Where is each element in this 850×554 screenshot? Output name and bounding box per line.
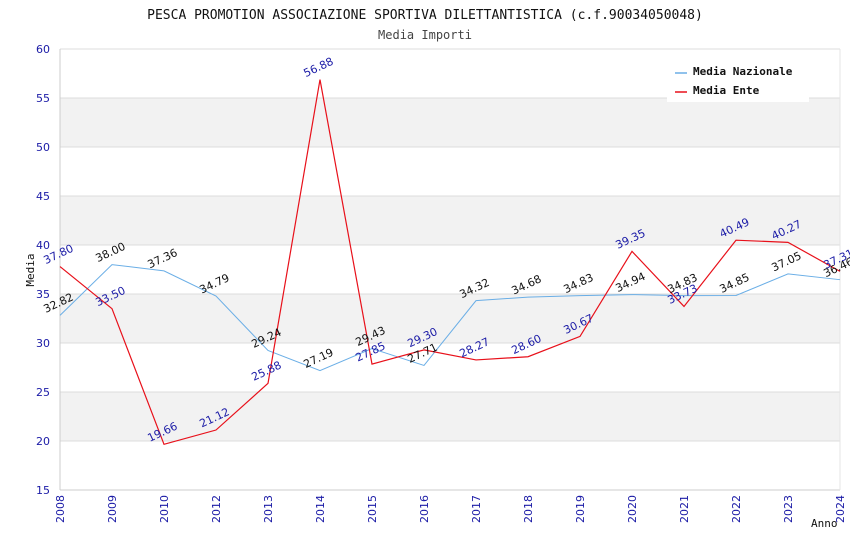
grid-lines	[60, 48, 840, 491]
data-label-media-nazionale: 37.36	[145, 246, 179, 271]
legend-label-media-ente: Media Ente	[693, 84, 760, 97]
chart-title: PESCA PROMOTION ASSOCIAZIONE SPORTIVA DI…	[147, 8, 703, 23]
x-tick-label: 2009	[106, 495, 119, 523]
x-tick-label: 2012	[210, 495, 223, 523]
y-tick-label: 25	[36, 386, 50, 399]
y-tick-labels: 15 20 25 30 35 40 45 50 55 60	[36, 43, 50, 497]
x-tick-label: 2022	[730, 495, 743, 523]
x-tick-labels: 2008 2009 2010 2012 2013 2014 2015 2016 2017 2018…	[54, 495, 847, 523]
grid-band	[60, 196, 840, 245]
grid-bands	[60, 98, 840, 441]
chart-subtitle: Media Importi	[378, 28, 472, 42]
grid-band	[60, 98, 840, 147]
series-line-media-nazionale	[59, 264, 841, 372]
x-tick-label: 2019	[574, 495, 587, 523]
x-tick-label: 2024	[834, 495, 847, 523]
x-tick-label: 2017	[470, 495, 483, 523]
series-line-media-ente	[59, 79, 841, 446]
y-tick-label: 40	[36, 239, 50, 252]
x-tick-label: 2023	[782, 495, 795, 523]
data-label-media-nazionale: 34.83	[561, 271, 595, 296]
x-tick-label: 2015	[366, 495, 379, 523]
grid-band	[60, 294, 840, 343]
legend-label-media-nazionale: Media Nazionale	[693, 65, 793, 78]
data-label-media-nazionale: 37.05	[769, 249, 803, 274]
data-label-media-nazionale: 34.79	[197, 271, 231, 296]
y-tick-label: 35	[36, 288, 50, 301]
y-tick-label: 50	[36, 141, 50, 154]
x-axis-label: Anno	[811, 517, 838, 530]
data-label-media-ente: 56.88	[301, 55, 335, 80]
x-tick-label: 2014	[314, 495, 327, 523]
legend-box	[667, 58, 809, 102]
x-tick-label: 2018	[522, 495, 535, 523]
x-tick-label: 2013	[262, 495, 275, 523]
data-label-media-nazionale: 27.19	[301, 346, 335, 371]
x-tick-label: 2016	[418, 495, 431, 523]
x-tick-label: 2021	[678, 495, 691, 523]
legend: Media Nazionale Media Ente	[667, 58, 809, 102]
data-label-media-nazionale: 34.85	[717, 271, 751, 296]
x-tick-label: 2008	[54, 495, 67, 523]
data-label-media-ente: 25.88	[249, 359, 283, 384]
y-tick-label: 55	[36, 92, 50, 105]
x-tick-label: 2010	[158, 495, 171, 523]
y-tick-label: 20	[36, 435, 50, 448]
y-axis-label: Media	[24, 253, 37, 286]
y-tick-label: 30	[36, 337, 50, 350]
y-tick-label: 45	[36, 190, 50, 203]
y-tick-label: 60	[36, 43, 50, 56]
series-lines	[59, 79, 841, 446]
axes	[59, 49, 841, 491]
grid-band	[60, 392, 840, 441]
x-tick-label: 2020	[626, 495, 639, 523]
y-tick-label: 15	[36, 484, 50, 497]
